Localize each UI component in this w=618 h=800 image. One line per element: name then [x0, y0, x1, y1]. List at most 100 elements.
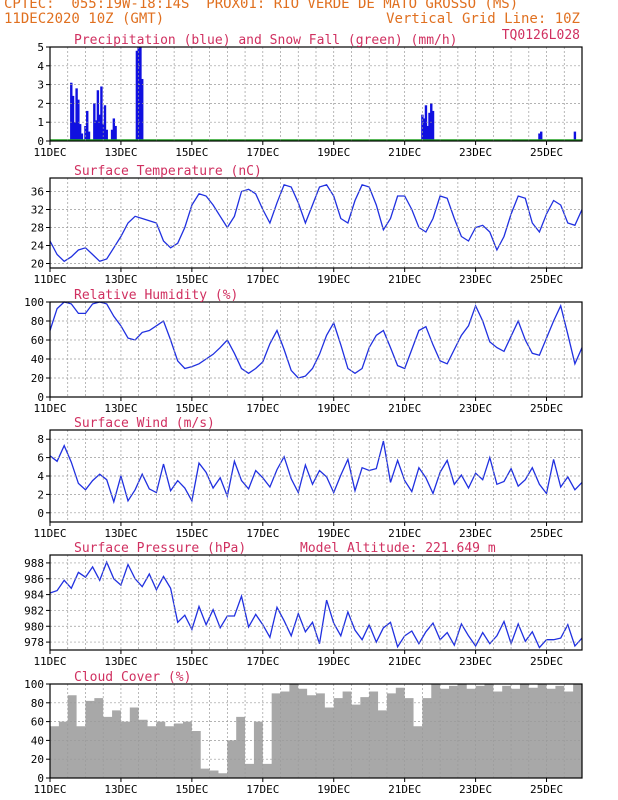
- precip-bar: [538, 133, 541, 141]
- panel-1: 20 24 28 32 36 11DEC 13DEC 15DEC 17DEC 19DEC 21DEC…: [31, 164, 583, 286]
- x-tick-label: 11DEC: [33, 402, 66, 415]
- x-tick-label: 17DEC: [246, 402, 279, 415]
- x-tick-label: 15DEC: [175, 402, 208, 415]
- y-tick-label: 24: [31, 240, 45, 253]
- x-tick-label: 19DEC: [317, 146, 350, 159]
- x-tick-label: 19DEC: [317, 402, 350, 415]
- precip-bar: [426, 125, 429, 141]
- precip-bar: [86, 110, 89, 141]
- precip-bar: [431, 110, 435, 141]
- y-tick-label: 982: [24, 604, 44, 617]
- y-tick-label: 28: [31, 222, 44, 235]
- panel-2: 0 20 40 60 80 100 11DEC 13DEC 15DEC 17DEC 19DEC 21D…: [24, 288, 583, 415]
- x-tick-label: 13DEC: [104, 783, 137, 796]
- x-tick-label: 21DEC: [388, 273, 421, 286]
- x-tick-label: 17DEC: [246, 527, 279, 540]
- header-date: 11DEC2020 10Z (GMT): [4, 11, 165, 27]
- x-tick-label: 11DEC: [33, 783, 66, 796]
- y-tick-label: 0: [37, 507, 44, 520]
- header-model-id: TQ0126L028: [501, 28, 580, 43]
- x-tick-label: 17DEC: [246, 273, 279, 286]
- plot-frame: [49, 554, 583, 651]
- x-tick-label: 15DEC: [175, 146, 208, 159]
- panel-title: Relative Humidity (%): [74, 288, 238, 303]
- y-tick-label: 0: [37, 135, 44, 148]
- precip-bar: [78, 124, 82, 141]
- x-tick-label: 23DEC: [459, 655, 492, 668]
- plot-area: [50, 302, 582, 397]
- x-tick-label: 21DEC: [388, 527, 421, 540]
- x-tick-label: 25DEC: [530, 655, 563, 668]
- x-tick-label: 19DEC: [317, 527, 350, 540]
- y-tick-label: 3: [37, 79, 44, 92]
- x-tick-label: 11DEC: [33, 655, 66, 668]
- panel-title: Surface Pressure (hPa): [74, 541, 246, 556]
- x-tick-label: 17DEC: [246, 655, 279, 668]
- precip-bar: [73, 122, 77, 141]
- x-tick-label: 21DEC: [388, 655, 421, 668]
- x-tick-label: 11DEC: [33, 527, 66, 540]
- y-tick-label: 80: [31, 315, 44, 328]
- x-tick-label: 25DEC: [530, 402, 563, 415]
- y-tick-label: 988: [24, 557, 44, 570]
- x-tick-label: 21DEC: [388, 146, 421, 159]
- precip-bar: [135, 50, 139, 142]
- panel-5: 0 20 40 60 80 100 11DEC 13DEC 15DEC 17DEC 19DEC 21D…: [24, 670, 583, 796]
- x-tick-label: 15DEC: [175, 783, 208, 796]
- precip-bar: [87, 131, 91, 141]
- x-tick-label: 17DEC: [246, 783, 279, 796]
- y-tick-label: 6: [37, 452, 44, 465]
- panel-title: Surface Wind (m/s): [74, 416, 215, 431]
- panel-annotation: Model Altitude: 221.649 m: [300, 541, 496, 556]
- precip-bar: [84, 125, 87, 141]
- y-tick-label: 4: [37, 60, 44, 73]
- precip-bar: [75, 88, 78, 141]
- y-tick-label: 80: [31, 697, 44, 710]
- precip-bar: [80, 133, 84, 141]
- x-tick-label: 15DEC: [175, 655, 208, 668]
- precip-bar: [141, 78, 144, 141]
- precip-bar: [428, 112, 431, 141]
- precip-bar: [137, 47, 140, 141]
- y-tick-label: 1: [37, 116, 44, 129]
- x-tick-label: 25DEC: [530, 273, 563, 286]
- plot-frame: [49, 683, 583, 779]
- precip-bar: [540, 131, 543, 141]
- x-tick-label: 25DEC: [530, 527, 563, 540]
- x-tick-label: 15DEC: [175, 273, 208, 286]
- x-tick-label: 13DEC: [104, 402, 137, 415]
- panel-0: 0 1 2 3 4 5 11DEC 13DEC 15DEC 17DEC 19DEC 21DEC 23DE…: [33, 33, 583, 159]
- x-tick-label: 23DEC: [459, 527, 492, 540]
- x-tick-label: 19DEC: [317, 655, 350, 668]
- cloud-area: [50, 684, 582, 778]
- panel-title: Cloud Cover (%): [74, 670, 191, 685]
- precip-bar: [103, 105, 107, 141]
- y-tick-label: 100: [24, 296, 44, 309]
- y-tick-label: 2: [37, 488, 44, 501]
- y-tick-label: 100: [24, 678, 44, 691]
- y-tick-label: 36: [31, 186, 44, 199]
- precip-bar: [105, 129, 108, 141]
- precip-bar: [110, 129, 114, 141]
- precip-bar: [98, 114, 101, 141]
- x-tick-label: 13DEC: [104, 146, 137, 159]
- x-tick-label: 25DEC: [530, 146, 563, 159]
- x-tick-label: 17DEC: [246, 146, 279, 159]
- x-tick-label: 23DEC: [459, 783, 492, 796]
- y-tick-label: 2: [37, 97, 44, 110]
- y-tick-label: 20: [31, 372, 44, 385]
- precip-bar: [70, 82, 73, 141]
- precip-bar: [422, 118, 426, 141]
- header-line1: CPTEC: 055:19W-18:14S PROX01: RIO VERDE …: [4, 0, 519, 12]
- series-line: [49, 301, 583, 379]
- y-tick-label: 978: [24, 636, 44, 649]
- precip-bar: [77, 99, 80, 141]
- x-tick-label: 25DEC: [530, 783, 563, 796]
- y-tick-label: 40: [31, 353, 44, 366]
- precip-bar: [424, 105, 428, 141]
- y-tick-label: 0: [37, 391, 44, 404]
- y-tick-label: 20: [31, 753, 44, 766]
- x-tick-label: 15DEC: [175, 527, 208, 540]
- x-tick-label: 23DEC: [459, 402, 492, 415]
- y-tick-label: 40: [31, 734, 44, 747]
